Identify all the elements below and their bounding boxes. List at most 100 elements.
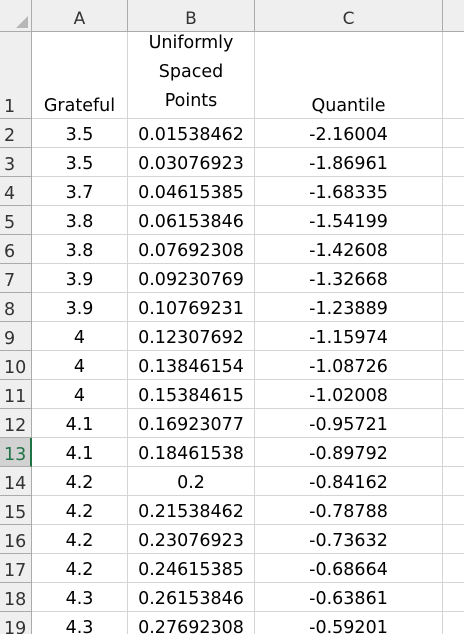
- row-header-18[interactable]: 18: [0, 583, 32, 612]
- row-header-11[interactable]: 11: [0, 380, 32, 409]
- cell-b11[interactable]: 0.15384615: [128, 380, 255, 409]
- cell-d7[interactable]: [443, 264, 464, 293]
- cell-c14[interactable]: -0.84162: [255, 467, 443, 496]
- cell-d16[interactable]: [443, 525, 464, 554]
- row-header-16[interactable]: 16: [0, 525, 32, 554]
- cell-c16[interactable]: -0.73632: [255, 525, 443, 554]
- cell-b13[interactable]: 0.18461538: [128, 438, 255, 467]
- cell-d4[interactable]: [443, 177, 464, 206]
- cell-c9[interactable]: -1.15974: [255, 322, 443, 351]
- cell-d10[interactable]: [443, 351, 464, 380]
- cell-d13[interactable]: [443, 438, 464, 467]
- cell-d11[interactable]: [443, 380, 464, 409]
- row-header-7[interactable]: 7: [0, 264, 32, 293]
- cell-d15[interactable]: [443, 496, 464, 525]
- cell-c3[interactable]: -1.86961: [255, 148, 443, 177]
- cell-d14[interactable]: [443, 467, 464, 496]
- row-header-19[interactable]: 19: [0, 612, 32, 634]
- cell-d5[interactable]: [443, 206, 464, 235]
- cell-a8[interactable]: 3.9: [32, 293, 128, 322]
- cell-c18[interactable]: -0.63861: [255, 583, 443, 612]
- row-header-2[interactable]: 2: [0, 119, 32, 148]
- cell-b10[interactable]: 0.13846154: [128, 351, 255, 380]
- cell-a4[interactable]: 3.7: [32, 177, 128, 206]
- cell-d9[interactable]: [443, 322, 464, 351]
- cell-c8[interactable]: -1.23889: [255, 293, 443, 322]
- cell-d3[interactable]: [443, 148, 464, 177]
- cell-c1[interactable]: Quantile: [255, 32, 443, 119]
- cell-a7[interactable]: 3.9: [32, 264, 128, 293]
- cell-b8[interactable]: 0.10769231: [128, 293, 255, 322]
- cell-a11[interactable]: 4: [32, 380, 128, 409]
- cell-b5[interactable]: 0.06153846: [128, 206, 255, 235]
- cell-b17[interactable]: 0.24615385: [128, 554, 255, 583]
- cell-a2[interactable]: 3.5: [32, 119, 128, 148]
- row-header-17[interactable]: 17: [0, 554, 32, 583]
- row-header-10[interactable]: 10: [0, 351, 32, 380]
- cell-c11[interactable]: -1.02008: [255, 380, 443, 409]
- cell-d8[interactable]: [443, 293, 464, 322]
- cell-b15[interactable]: 0.21538462: [128, 496, 255, 525]
- row-header-3[interactable]: 3: [0, 148, 32, 177]
- cell-a5[interactable]: 3.8: [32, 206, 128, 235]
- cell-c2[interactable]: -2.16004: [255, 119, 443, 148]
- cell-d19[interactable]: [443, 612, 464, 634]
- cell-c13[interactable]: -0.89792: [255, 438, 443, 467]
- row-header-14[interactable]: 14: [0, 467, 32, 496]
- column-header-d[interactable]: [443, 0, 464, 32]
- cell-c7[interactable]: -1.32668: [255, 264, 443, 293]
- cell-c4[interactable]: -1.68335: [255, 177, 443, 206]
- cell-c15[interactable]: -0.78788: [255, 496, 443, 525]
- cell-a15[interactable]: 4.2: [32, 496, 128, 525]
- row-header-5[interactable]: 5: [0, 206, 32, 235]
- cell-c6[interactable]: -1.42608: [255, 235, 443, 264]
- cell-b9[interactable]: 0.12307692: [128, 322, 255, 351]
- cell-b12[interactable]: 0.16923077: [128, 409, 255, 438]
- cell-b6[interactable]: 0.07692308: [128, 235, 255, 264]
- cell-d6[interactable]: [443, 235, 464, 264]
- cell-b3[interactable]: 0.03076923: [128, 148, 255, 177]
- cell-a9[interactable]: 4: [32, 322, 128, 351]
- cell-b1[interactable]: Uniformly Spaced Points: [128, 32, 255, 119]
- column-header-a[interactable]: A: [32, 0, 128, 32]
- cell-d18[interactable]: [443, 583, 464, 612]
- cell-a12[interactable]: 4.1: [32, 409, 128, 438]
- cell-a19[interactable]: 4.3: [32, 612, 128, 634]
- cell-c19[interactable]: -0.59201: [255, 612, 443, 634]
- cell-a3[interactable]: 3.5: [32, 148, 128, 177]
- cell-a6[interactable]: 3.8: [32, 235, 128, 264]
- row-header-9[interactable]: 9: [0, 322, 32, 351]
- row-header-1[interactable]: 1: [0, 32, 32, 119]
- row-header-8[interactable]: 8: [0, 293, 32, 322]
- row-header-12[interactable]: 12: [0, 409, 32, 438]
- cell-d17[interactable]: [443, 554, 464, 583]
- cell-a17[interactable]: 4.2: [32, 554, 128, 583]
- row-header-4[interactable]: 4: [0, 177, 32, 206]
- cell-d12[interactable]: [443, 409, 464, 438]
- row-header-6[interactable]: 6: [0, 235, 32, 264]
- column-header-b[interactable]: B: [128, 0, 255, 32]
- cell-b14[interactable]: 0.2: [128, 467, 255, 496]
- select-all-corner[interactable]: [0, 0, 32, 32]
- cell-a10[interactable]: 4: [32, 351, 128, 380]
- cell-a1[interactable]: Grateful: [32, 32, 128, 119]
- cell-b16[interactable]: 0.23076923: [128, 525, 255, 554]
- cell-d2[interactable]: [443, 119, 464, 148]
- cell-c17[interactable]: -0.68664: [255, 554, 443, 583]
- cell-c5[interactable]: -1.54199: [255, 206, 443, 235]
- cell-a14[interactable]: 4.2: [32, 467, 128, 496]
- cell-a16[interactable]: 4.2: [32, 525, 128, 554]
- row-header-13[interactable]: 13: [0, 438, 32, 467]
- cell-b7[interactable]: 0.09230769: [128, 264, 255, 293]
- cell-d1[interactable]: [443, 32, 464, 119]
- cell-a13[interactable]: 4.1: [32, 438, 128, 467]
- cell-c12[interactable]: -0.95721: [255, 409, 443, 438]
- cell-b18[interactable]: 0.26153846: [128, 583, 255, 612]
- cell-c10[interactable]: -1.08726: [255, 351, 443, 380]
- cell-b19[interactable]: 0.27692308: [128, 612, 255, 634]
- column-header-c[interactable]: C: [255, 0, 443, 32]
- cell-b4[interactable]: 0.04615385: [128, 177, 255, 206]
- cell-b2[interactable]: 0.01538462: [128, 119, 255, 148]
- row-header-15[interactable]: 15: [0, 496, 32, 525]
- cell-a18[interactable]: 4.3: [32, 583, 128, 612]
